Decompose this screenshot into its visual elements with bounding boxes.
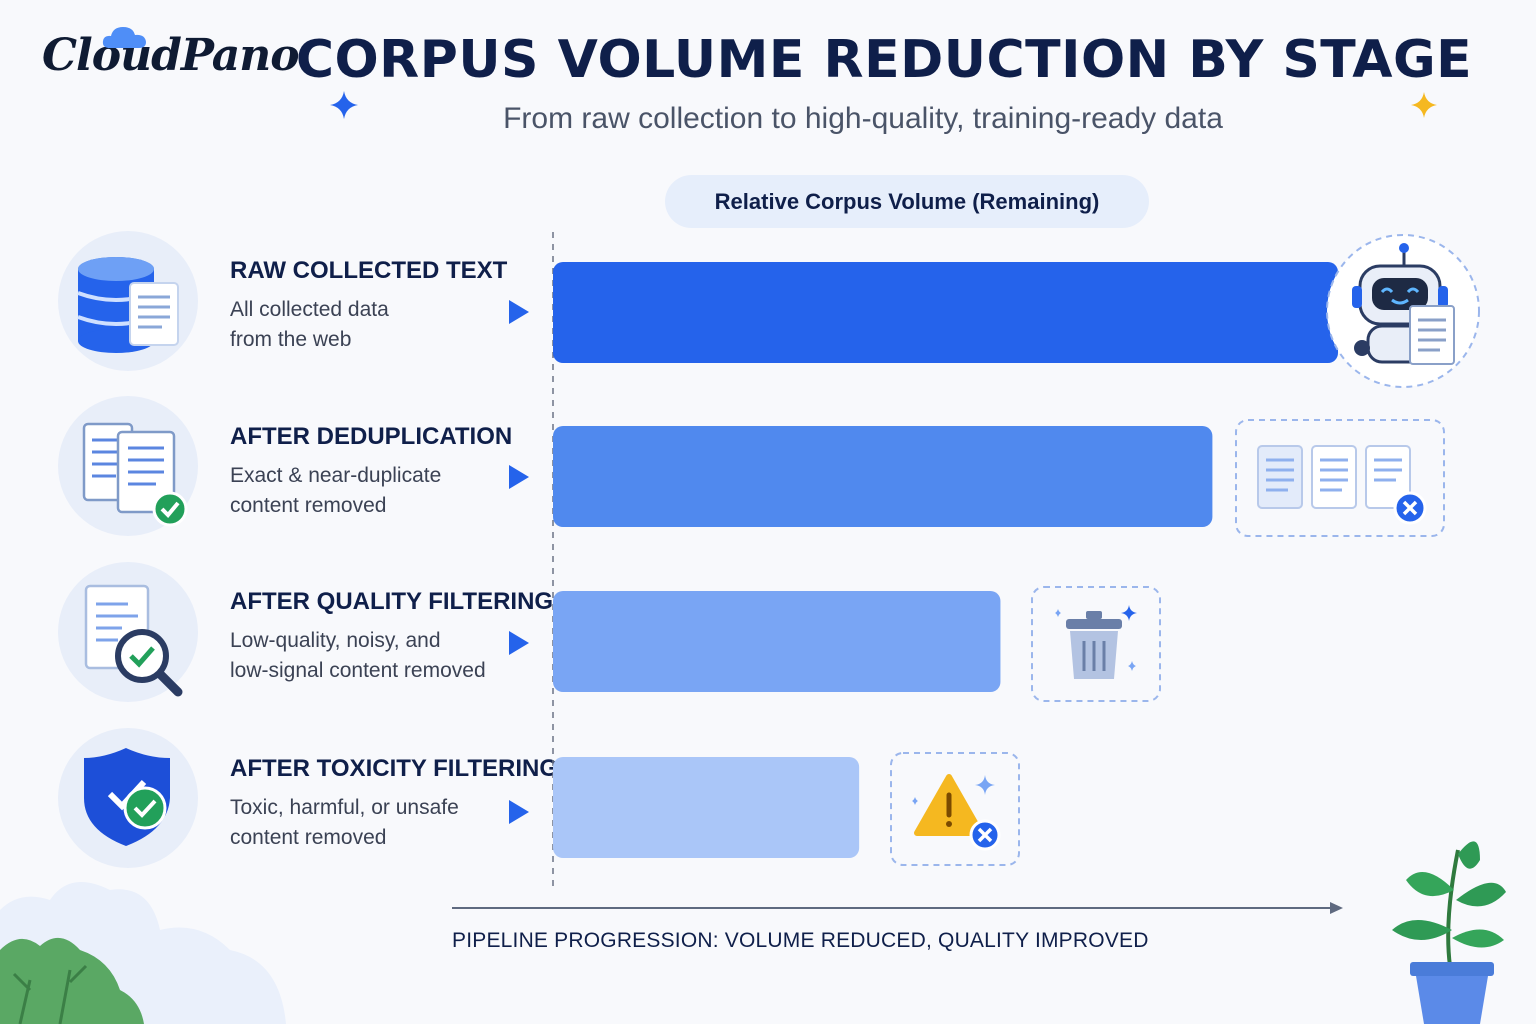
x-axis-label: PIPELINE PROGRESSION: VOLUME REDUCED, QU… bbox=[452, 929, 1149, 952]
plant-icon bbox=[1392, 841, 1506, 1024]
shield-check-icon bbox=[58, 728, 198, 868]
removed-duplicates-icon bbox=[1235, 419, 1445, 537]
stage-description: Toxic, harmful, or unsafe content removed bbox=[230, 796, 459, 849]
warning-icon bbox=[890, 752, 1020, 866]
cloud-icon bbox=[102, 27, 146, 48]
stage-description: All collected data from the web bbox=[230, 298, 389, 351]
page-title: CORPUS VOLUME REDUCTION BY STAGE bbox=[295, 30, 1473, 90]
page-subtitle: From raw collection to high-quality, tra… bbox=[503, 102, 1223, 135]
brand-logo: CloudPano bbox=[42, 30, 300, 81]
play-arrow-icon bbox=[509, 465, 529, 489]
bar-3 bbox=[553, 591, 1001, 692]
quality-search-icon bbox=[58, 562, 198, 702]
robot-icon bbox=[1326, 234, 1480, 388]
stage-title: AFTER TOXICITY FILTERING bbox=[230, 755, 559, 782]
stage-title: RAW COLLECTED TEXT bbox=[230, 257, 508, 284]
sparkle-icon bbox=[1411, 92, 1437, 118]
bar-1 bbox=[553, 262, 1338, 363]
sparkle-icon bbox=[330, 91, 358, 119]
duplicate-documents-icon bbox=[58, 396, 198, 536]
trash-icon bbox=[1031, 586, 1161, 702]
stage-description: Exact & near-duplicate content removed bbox=[230, 464, 442, 517]
play-arrow-icon bbox=[509, 631, 529, 655]
stage-description: Low-quality, noisy, and low-signal conten… bbox=[230, 629, 486, 682]
play-arrow-icon bbox=[509, 800, 529, 824]
chart-value-label: Relative Corpus Volume (Remaining) bbox=[665, 175, 1149, 228]
play-arrow-icon bbox=[509, 300, 529, 324]
bar-2 bbox=[553, 426, 1213, 527]
cloud-bush-decoration bbox=[0, 882, 286, 1024]
stage-title: AFTER QUALITY FILTERING bbox=[230, 588, 554, 615]
bar-4 bbox=[553, 757, 860, 858]
stage-title: AFTER DEDUPLICATION bbox=[230, 423, 513, 450]
database-icon bbox=[58, 231, 198, 371]
